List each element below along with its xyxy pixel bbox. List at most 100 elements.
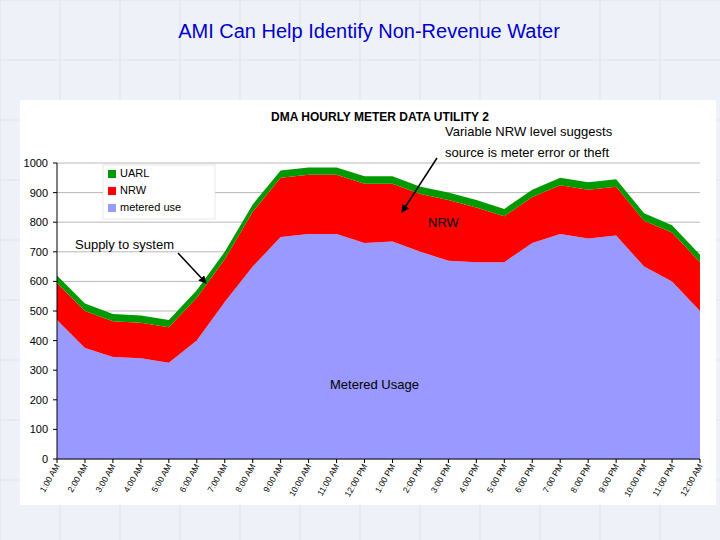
x-tick [224, 459, 225, 463]
x-tick [476, 459, 477, 463]
x-tick [504, 459, 505, 463]
x-tick [57, 459, 58, 463]
legend-label: NRW [120, 184, 147, 196]
x-tick [392, 459, 393, 463]
y-tick [53, 459, 57, 460]
annotation-arrow [178, 253, 206, 283]
y-tick-label: 300 [30, 364, 48, 376]
y-tick-label: 400 [30, 335, 48, 347]
background-line [0, 0, 720, 1]
y-tick [53, 370, 57, 371]
background [0, 0, 720, 540]
y-tick [53, 311, 57, 312]
x-tick [588, 459, 589, 463]
annotations: Variable NRW level suggests source is met… [75, 124, 613, 392]
x-tick [280, 459, 281, 463]
y-axis: 0 100 200 300 400 500 600 700 800 900 1000 [24, 157, 700, 465]
x-tick [112, 459, 113, 463]
x-tick-label: 6:00 PM [513, 462, 537, 494]
y-tick [53, 399, 57, 400]
x-axis: 1:00 AM2:00 AM3:00 AM4:00 AM5:00 AM6:00 … [37, 459, 704, 499]
legend-box [103, 165, 215, 219]
x-tick-label: 10:00 PM [622, 462, 649, 499]
x-tick [448, 459, 449, 463]
x-tick [420, 459, 421, 463]
x-tick [168, 459, 169, 463]
x-tick [252, 459, 253, 463]
y-tick [53, 192, 57, 193]
grid-line [57, 459, 700, 460]
legend-swatch [108, 170, 116, 178]
legend-label: metered use [120, 201, 181, 213]
x-tick [140, 459, 141, 463]
background-fill [0, 0, 720, 540]
x-tick [532, 459, 533, 463]
x-tick-label: 11:00 PM [650, 462, 677, 498]
x-tick-label: 12:00 AM [678, 462, 705, 498]
y-tick-label: 1000 [24, 157, 48, 169]
background-line [0, 60, 720, 61]
annotation: Variable NRW level suggests [445, 124, 613, 139]
x-tick-label: 6:00 AM [177, 462, 201, 494]
y-tick [53, 429, 57, 430]
x-tick-label: 7:00 AM [205, 462, 229, 494]
root: AMI Can Help Identify Non-Revenue WaterD… [0, 0, 720, 540]
y-tick-label: 600 [30, 275, 48, 287]
legend: UARL NRW metered use [103, 165, 215, 219]
x-tick [196, 459, 197, 463]
x-tick-label: 2:00 PM [401, 462, 425, 494]
y-tick-label: 700 [30, 246, 48, 258]
annotation: Metered Usage [330, 377, 419, 392]
annotation-arrow [402, 158, 437, 212]
y-tick-label: 800 [30, 216, 48, 228]
y-tick-label: 200 [30, 394, 48, 406]
y-tick [53, 163, 57, 164]
y-tick [53, 251, 57, 252]
y-tick [53, 222, 57, 223]
x-tick-label: 9:00 AM [261, 462, 285, 494]
y-tick [53, 281, 57, 282]
area-1 [57, 175, 700, 363]
y-axis-line [57, 163, 58, 459]
x-tick-label: 4:00 AM [121, 462, 145, 494]
y-tick-label: 900 [30, 187, 48, 199]
x-tick [560, 459, 561, 463]
x-tick-label: 3:00 AM [93, 462, 117, 494]
x-tick [700, 459, 701, 463]
x-tick-label: 8:00 AM [233, 462, 257, 494]
legend-label: UARL [120, 167, 149, 179]
x-tick-label: 8:00 PM [568, 462, 592, 494]
x-tick-label: 9:00 PM [596, 462, 620, 494]
x-tick [644, 459, 645, 463]
legend-swatch [108, 187, 116, 195]
y-tick-label: 0 [42, 453, 48, 465]
grid-line [57, 163, 700, 164]
header-title: AMI Can Help Identify Non-Revenue Water [178, 20, 560, 42]
annotation: NRW [428, 215, 460, 230]
x-tick-label: 4:00 PM [457, 462, 481, 494]
x-tick-label: 10:00 AM [287, 462, 314, 498]
x-tick-label: 11:00 AM [315, 462, 341, 498]
background-line [0, 0, 1, 540]
y-tick-label: 100 [30, 423, 48, 435]
x-tick [616, 459, 617, 463]
x-tick-label: 2:00 AM [65, 462, 89, 494]
x-tick-label: 7:00 PM [540, 462, 564, 494]
annotation: source is meter error or theft [445, 145, 609, 160]
chart-area [20, 100, 716, 505]
x-tick [672, 459, 673, 463]
x-tick-label: 1:00 PM [373, 462, 397, 494]
x-tick-label: 3:00 PM [429, 462, 453, 494]
y-tick-label: 500 [30, 305, 48, 317]
annotation: Supply to system [75, 237, 174, 252]
x-axis-line [57, 459, 700, 460]
x-tick [364, 459, 365, 463]
x-tick-label: 12:00 PM [342, 462, 369, 499]
x-tick [84, 459, 85, 463]
areas [57, 167, 700, 459]
x-tick-label: 5:00 PM [485, 462, 509, 494]
canvas: AMI Can Help Identify Non-Revenue WaterD… [0, 0, 720, 540]
x-tick-label: 1:00 AM [37, 462, 61, 494]
y-tick [53, 340, 57, 341]
x-tick [308, 459, 309, 463]
